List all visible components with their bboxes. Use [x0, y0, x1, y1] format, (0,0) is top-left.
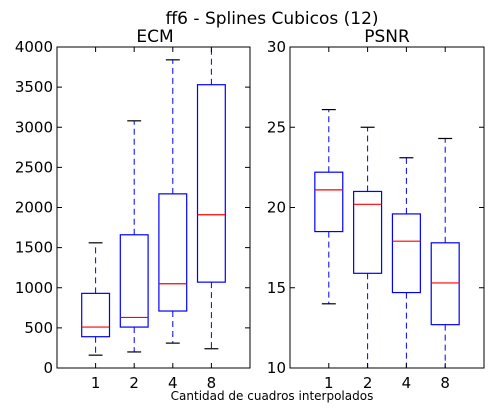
ecm-ytick-label: 500	[24, 319, 53, 337]
psnr-boxplots	[314, 108, 460, 368]
ecm-ytick-label: 1000	[15, 279, 53, 297]
psnr-ytick-label: 10	[267, 359, 286, 377]
psnr-box-2-iqr	[353, 190, 383, 274]
ecm-ytick-label: 2500	[15, 158, 53, 176]
psnr-box-4-iqr	[391, 213, 421, 294]
psnr-xtick-label: 2	[363, 374, 373, 392]
ecm-xtick-label: 2	[129, 374, 139, 392]
ecm-panel-title: ECM	[136, 27, 173, 47]
ecm-xtick-label: 8	[207, 374, 217, 392]
psnr-box-8-iqr	[430, 242, 460, 326]
ecm-xtick-label: 1	[91, 374, 101, 392]
ecm-box-1-iqr	[81, 292, 111, 338]
ecm-box-8-iqr	[196, 84, 226, 283]
psnr-ytick-label: 25	[267, 118, 286, 136]
figure-title: ff6 - Splines Cubicos (12)	[165, 9, 378, 29]
psnr-ytick-label: 15	[267, 279, 286, 297]
psnr-panel-title: PSNR	[364, 27, 410, 47]
psnr-box-1-iqr	[314, 171, 344, 233]
psnr-ytick-label: 30	[267, 38, 286, 56]
ecm-boxplots	[81, 47, 226, 356]
ecm-ytick-label: 0	[43, 359, 53, 377]
ecm-ticks: 0 500 1000 1500 2000 2500 3000 3500 4000 1 2 4 8	[15, 38, 250, 392]
ecm-ytick-label: 2000	[15, 199, 53, 217]
ecm-xtick-label: 4	[168, 374, 178, 392]
psnr-ticks: 10 15 20 25 30 1 2 4 8	[267, 38, 484, 392]
ecm-box-2-iqr	[119, 234, 149, 328]
ecm-ytick-label: 1500	[15, 239, 53, 257]
psnr-xtick-label: 1	[324, 374, 334, 392]
ecm-ytick-label: 4000	[15, 38, 53, 56]
ecm-ytick-label: 3500	[15, 78, 53, 96]
ecm-ytick-label: 3000	[15, 118, 53, 136]
psnr-xtick-label: 4	[402, 374, 412, 392]
psnr-xtick-label: 8	[440, 374, 450, 392]
psnr-ytick-label: 20	[267, 199, 286, 217]
x-axis-label: Cantidad de cuadros interpolados	[171, 389, 374, 403]
psnr-panel: PSNR 10 15 20 25 30 1 2 4 8	[267, 27, 485, 392]
ecm-box-4-iqr	[158, 193, 188, 312]
ecm-panel: ECM 0 500 1000 1500 2000 2500 3000 3500 4000 1 2 4 8	[15, 27, 251, 392]
